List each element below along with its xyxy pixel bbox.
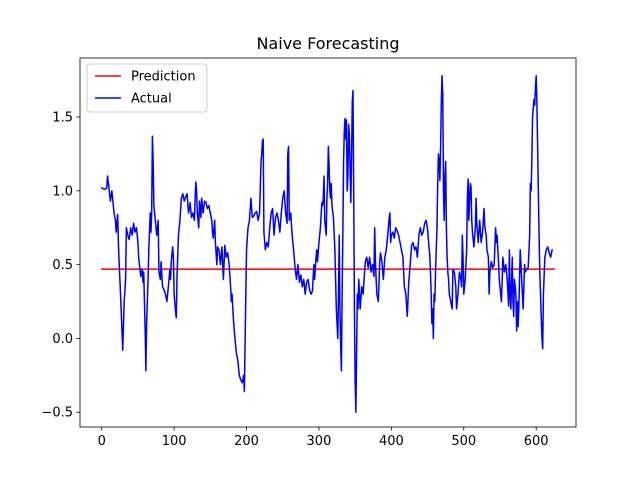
y-tick-label: 0.5: [52, 258, 73, 273]
x-tick-label: 300: [307, 434, 332, 449]
x-tick-label: 500: [451, 434, 476, 449]
x-tick-label: 0: [98, 434, 106, 449]
y-tick-label: 0.0: [52, 332, 73, 347]
x-tick-label: 200: [234, 434, 259, 449]
y-tick-label: 1.0: [52, 184, 73, 199]
legend-label-prediction: Prediction: [131, 70, 196, 85]
legend-label-actual: Actual: [131, 92, 172, 107]
series-layer: [100, 74, 556, 413]
y-tick-label: 1.5: [52, 111, 73, 126]
chart-title: Naive Forecasting: [256, 34, 399, 53]
legend: Prediction Actual: [86, 63, 208, 113]
x-tick-label: 100: [162, 434, 187, 449]
y-tick-label: −0.5: [41, 406, 73, 421]
x-tick-label: 600: [524, 434, 549, 449]
series-line-actual: [100, 74, 553, 413]
axes-layer: 0 100 200 300 400 500 600 −0.5 0.0 0.5 1.0 1.5: [41, 57, 577, 449]
x-tick-label: 400: [379, 434, 404, 449]
plot-frame: [79, 57, 577, 428]
